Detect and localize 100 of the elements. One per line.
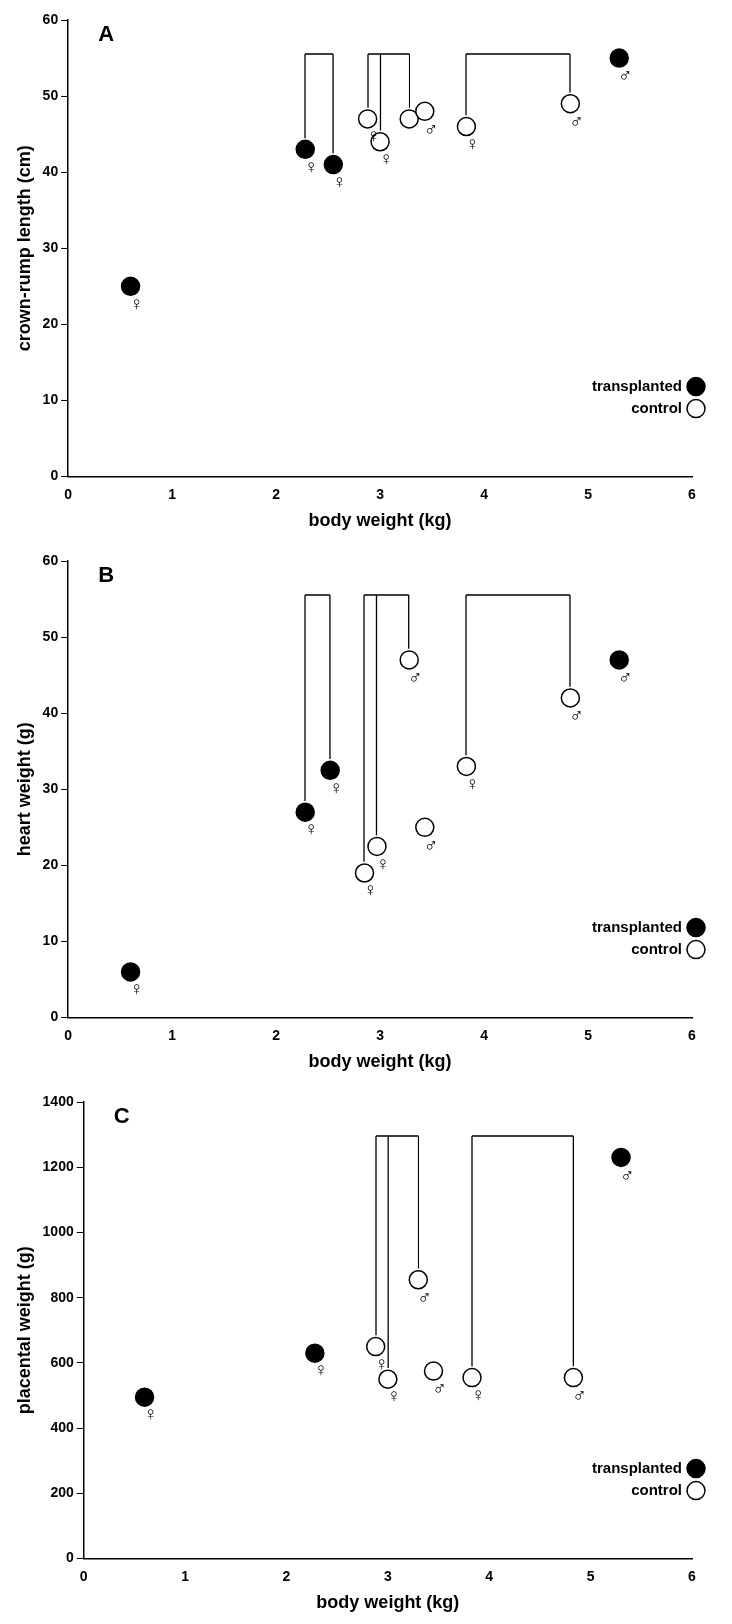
annotation: ♂ <box>569 109 584 131</box>
point <box>609 48 629 68</box>
y-tick-label: 0 <box>65 1549 74 1566</box>
y-tick-label: 20 <box>42 856 59 873</box>
annotation: ♀ <box>470 1383 486 1405</box>
annotation: ♀ <box>129 978 144 1000</box>
point <box>560 93 581 114</box>
y-tick-label: 60 <box>42 10 59 27</box>
annotation: ♂ <box>569 704 584 726</box>
y-tick-label: 30 <box>42 239 59 256</box>
y-tick-label: 10 <box>42 932 59 949</box>
annotation: ♂ <box>432 1377 447 1399</box>
point <box>367 836 387 857</box>
x-tick-label: 5 <box>586 1567 595 1584</box>
x-tick-label: 5 <box>584 1026 593 1043</box>
y-axis-title: crown-rump length (cm) <box>13 145 34 352</box>
point <box>423 1361 444 1381</box>
x-axis-title: body weight (kg) <box>308 1051 452 1072</box>
y-tick-label: 40 <box>42 704 59 721</box>
x-tick-label: 2 <box>282 1567 291 1584</box>
y-tick-label: 40 <box>42 163 59 180</box>
annotation: ♀ <box>143 1403 158 1425</box>
point <box>354 863 375 883</box>
point <box>415 817 435 838</box>
point <box>295 802 315 822</box>
legend-label: transplanted <box>591 1458 682 1476</box>
x-axis-title: body weight (kg) <box>316 1592 460 1613</box>
y-axis-title: placental weight (g) <box>13 1246 34 1415</box>
x-tick-label: 1 <box>168 1026 177 1043</box>
x-tick-label: 0 <box>79 1567 88 1584</box>
legend-label: control <box>631 398 682 416</box>
annotation: ♀ <box>465 772 480 794</box>
annotation: ♀ <box>313 1359 329 1381</box>
x-tick-label: 2 <box>272 1026 281 1043</box>
point <box>365 1336 386 1357</box>
x-tick-label: 3 <box>383 1567 392 1584</box>
y-tick-label: 1000 <box>42 1223 74 1240</box>
annotation: ♂ <box>619 1163 635 1185</box>
y-tick-label: 20 <box>42 315 59 332</box>
point <box>462 1367 482 1388</box>
x-tick-label: 3 <box>376 1026 385 1043</box>
x-axis-title: body weight (kg) <box>308 510 452 531</box>
y-tick-label: 0 <box>50 1008 59 1025</box>
x-tick-label: 4 <box>480 485 489 502</box>
point <box>456 116 477 137</box>
x-tick-label: 4 <box>480 1026 489 1043</box>
point <box>295 139 315 160</box>
y-tick-label: 600 <box>50 1353 74 1370</box>
point <box>399 650 419 670</box>
point <box>134 1387 155 1407</box>
annotation: ♂ <box>618 64 633 86</box>
annotation: ♀ <box>465 132 480 154</box>
y-tick-label: 30 <box>42 780 59 797</box>
y-tick-label: 10 <box>42 391 59 408</box>
chart-title: B <box>98 562 115 588</box>
y-tick-label: 50 <box>42 86 59 103</box>
point <box>357 109 378 129</box>
x-tick-label: 2 <box>272 485 281 502</box>
annotation: ♀ <box>129 292 144 314</box>
legend-label: transplanted <box>591 917 682 935</box>
x-tick-label: 1 <box>181 1567 190 1584</box>
point <box>120 276 141 297</box>
x-tick-label: 6 <box>688 1567 697 1584</box>
y-tick-label: 400 <box>50 1419 74 1435</box>
annotation: ♂ <box>618 666 633 688</box>
y-tick-label: 1200 <box>42 1158 74 1175</box>
x-tick-label: 3 <box>376 485 385 502</box>
point <box>305 1343 325 1363</box>
point <box>456 756 477 777</box>
x-tick-label: 6 <box>688 485 697 502</box>
y-tick-label: 1400 <box>42 1092 74 1109</box>
y-tick-label: 200 <box>50 1484 74 1501</box>
point <box>323 154 344 175</box>
y-tick-label: 800 <box>50 1288 74 1305</box>
legend-label: control <box>631 1480 682 1498</box>
annotation: ♀ <box>332 170 347 192</box>
annotation: ♂ <box>417 1285 432 1307</box>
x-tick-label: 1 <box>168 485 177 502</box>
annotation: ♀ <box>374 1352 389 1374</box>
point <box>415 101 435 122</box>
annotation: ♀ <box>386 1385 401 1407</box>
annotation: ♂ <box>423 117 438 139</box>
x-tick-label: 6 <box>688 1026 697 1043</box>
point <box>120 962 141 982</box>
annotation: ♀ <box>329 776 344 798</box>
point <box>609 650 629 670</box>
annotation: ♀ <box>304 155 319 177</box>
chart-title: A <box>98 21 115 47</box>
point <box>560 688 581 708</box>
point <box>378 1369 398 1389</box>
y-axis-title: heart weight (g) <box>13 722 34 857</box>
point <box>320 760 340 781</box>
annotation: ♂ <box>423 833 438 855</box>
annotation: ♂ <box>408 666 423 688</box>
point <box>408 1270 429 1290</box>
annotation: ♀ <box>378 147 394 169</box>
y-tick-label: 0 <box>50 467 59 484</box>
x-tick-label: 4 <box>485 1567 494 1584</box>
point <box>563 1367 584 1388</box>
y-tick-label: 50 <box>42 627 59 644</box>
